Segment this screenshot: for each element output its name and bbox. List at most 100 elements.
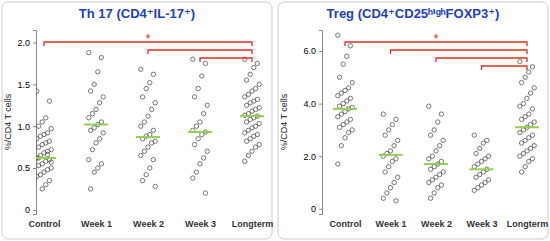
point	[528, 91, 532, 95]
point	[88, 128, 92, 132]
x-tick-label: Week 3	[467, 219, 498, 229]
significance-bracket	[482, 66, 528, 70]
y-tick-label: 0	[25, 205, 30, 215]
point	[252, 65, 256, 69]
point	[191, 57, 195, 61]
point	[394, 199, 398, 203]
significance-bracket: *	[345, 31, 527, 46]
point	[518, 59, 522, 63]
point	[36, 124, 40, 128]
y-tick: 1.0	[17, 122, 36, 132]
x-tick-label: Longterm	[232, 219, 274, 229]
point	[36, 89, 39, 93]
y-tick: 1.5	[17, 80, 36, 90]
y-axis: 02.04.06.0	[303, 31, 322, 215]
point	[151, 157, 155, 161]
significance-bracket	[148, 50, 252, 54]
y-tick-mark	[33, 210, 36, 211]
point	[519, 141, 523, 145]
point	[472, 188, 476, 192]
point	[139, 153, 143, 157]
y-tick-label: 2.0	[303, 152, 316, 162]
point	[472, 133, 476, 137]
point	[530, 65, 534, 69]
point	[149, 141, 153, 145]
point	[392, 180, 396, 184]
y-tick-label: 0.5	[17, 163, 30, 173]
point	[149, 107, 153, 111]
point	[250, 89, 254, 93]
point	[96, 70, 100, 74]
median-line	[333, 108, 357, 110]
point	[146, 114, 150, 118]
point	[523, 75, 527, 79]
point	[201, 156, 205, 160]
point	[192, 142, 196, 146]
point	[49, 160, 53, 164]
point	[525, 96, 529, 100]
x-tick-label: Week 2	[421, 219, 452, 229]
point	[92, 82, 96, 86]
point	[196, 86, 200, 90]
y-tick: 0.5	[17, 163, 36, 173]
y-tick-mark	[319, 209, 322, 210]
x-tick: Week 2	[133, 219, 164, 229]
panel: Treg (CD4⁺CD25ʰⁱᵍʰFOXP3⁺)02.04.06.0%/CD4…	[278, 2, 548, 239]
point	[96, 166, 100, 170]
point	[255, 61, 259, 65]
point	[392, 143, 396, 147]
point	[428, 196, 432, 200]
point	[436, 186, 440, 190]
point	[36, 163, 40, 167]
point	[337, 125, 341, 129]
x-tick-label: Week 2	[133, 219, 164, 229]
panel: Th 17 (CD4⁺IL-17⁺)00.51.01.52.0%/CD4 T c…	[2, 2, 273, 239]
point	[40, 187, 44, 191]
y-tick-label: 1.0	[17, 122, 30, 132]
point	[253, 145, 257, 149]
title: Treg (CD4⁺CD25ʰⁱᵍʰFOXP3⁺)	[327, 6, 500, 21]
y-axis-line	[319, 31, 323, 215]
point	[527, 70, 531, 74]
bracket-line	[482, 66, 528, 70]
point	[341, 62, 345, 66]
point	[142, 120, 146, 124]
point	[381, 196, 385, 200]
point	[348, 44, 352, 48]
x-tick: Longterm	[232, 219, 274, 229]
point	[244, 78, 248, 82]
point	[99, 55, 103, 59]
x-tick-label: Week 3	[185, 219, 216, 229]
point	[36, 145, 40, 149]
point	[530, 107, 534, 111]
point	[203, 191, 207, 195]
median-line	[136, 136, 160, 138]
point	[383, 170, 387, 174]
significance-bracket	[391, 50, 528, 54]
significance-label: *	[433, 31, 438, 46]
y-axis-title: %/CD4 T cells	[3, 93, 13, 150]
point	[101, 131, 105, 135]
x-tick: Week 1	[81, 219, 112, 229]
x-tick-label: Week 1	[81, 219, 112, 229]
point	[139, 124, 143, 128]
x-tick-label: Longterm	[507, 219, 549, 229]
point	[47, 99, 51, 103]
point	[87, 157, 91, 161]
point	[532, 86, 536, 90]
y-tick: 4.0	[303, 99, 322, 109]
point	[200, 74, 204, 78]
point	[198, 120, 202, 124]
point	[381, 112, 385, 116]
point	[336, 94, 340, 98]
point	[144, 172, 148, 176]
point	[87, 50, 91, 54]
y-tick-mark	[319, 51, 322, 52]
point	[472, 164, 476, 168]
point	[140, 178, 144, 182]
bracket-line	[200, 58, 252, 62]
y-tick-mark	[33, 126, 36, 127]
point	[44, 183, 48, 187]
point	[97, 137, 101, 141]
point	[148, 80, 152, 84]
